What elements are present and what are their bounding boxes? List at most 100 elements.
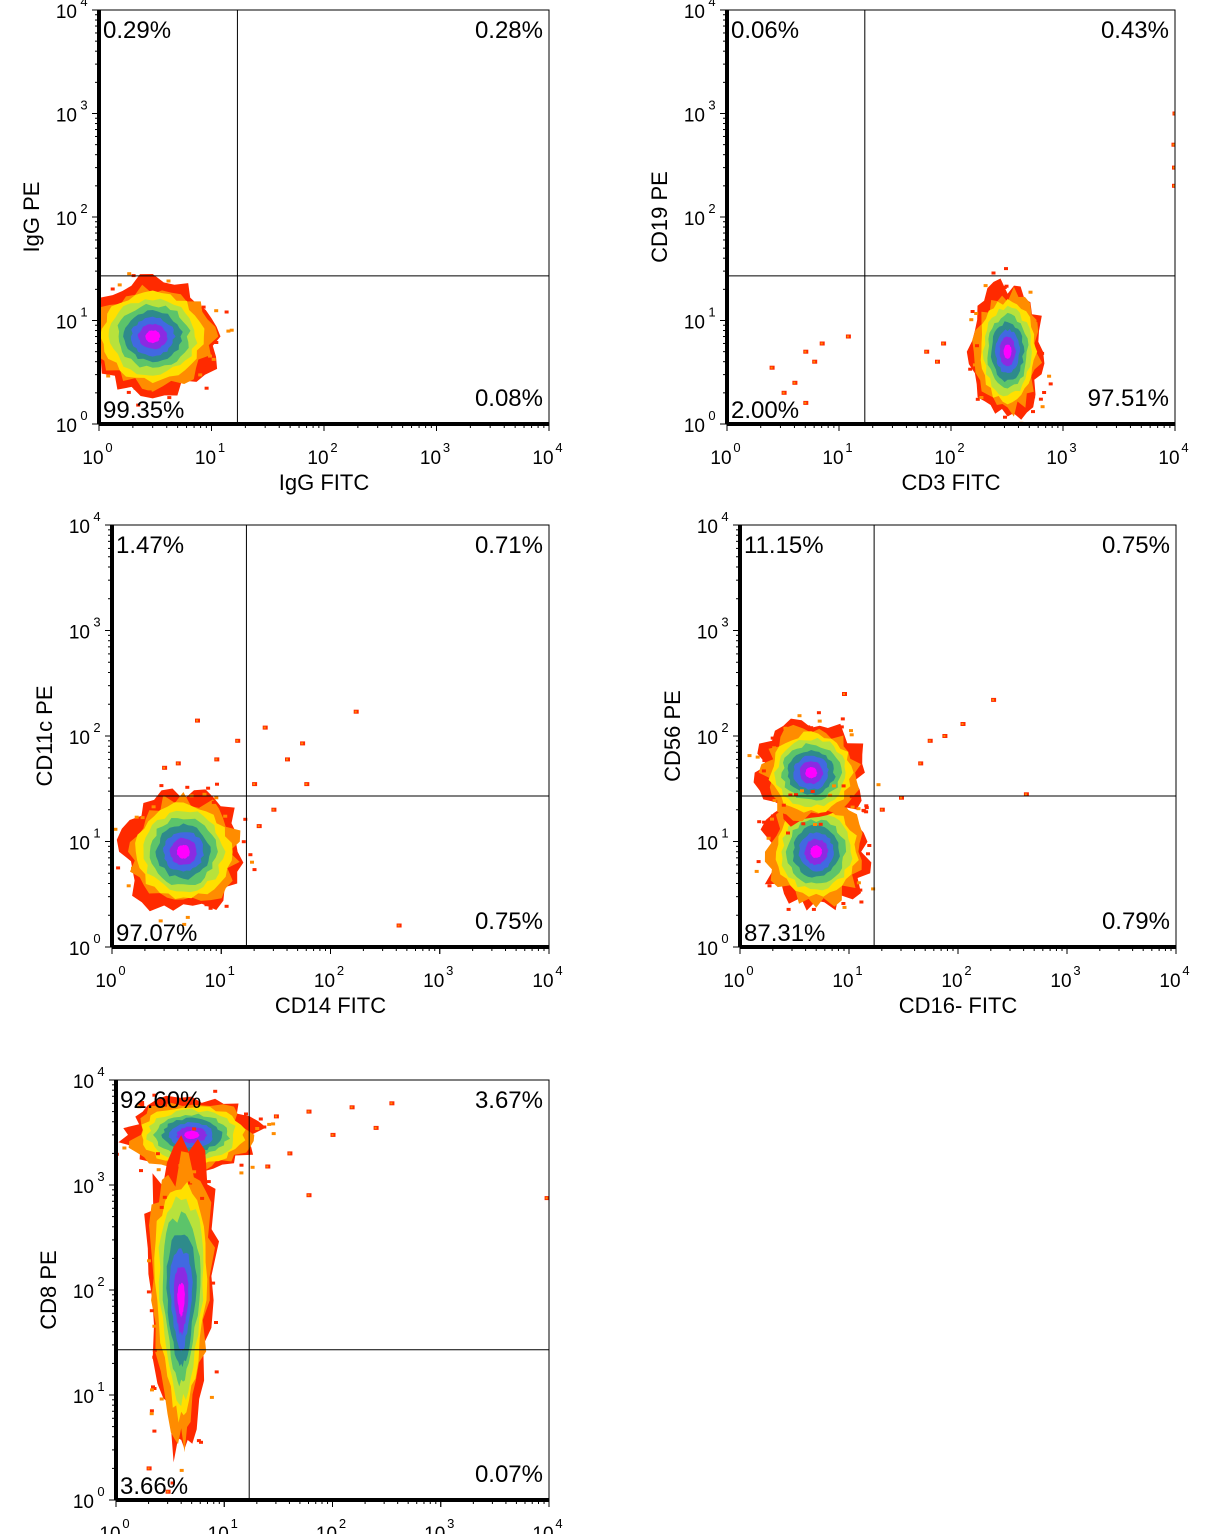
y-axis-label: IgG PE [19, 182, 44, 253]
event-dot [241, 840, 246, 844]
event-dot [970, 310, 975, 313]
event-dot [229, 328, 234, 332]
y-tick-exponent: 1 [97, 1379, 104, 1394]
event-dot [215, 758, 218, 761]
x-tick-label: 10 [532, 448, 553, 469]
y-tick-exponent: 1 [708, 305, 715, 320]
event-dot [196, 719, 198, 722]
event-dot [804, 401, 807, 404]
y-tick-exponent: 4 [721, 509, 728, 524]
event-dot [262, 1125, 267, 1129]
event-dot [811, 907, 816, 911]
density-contour [810, 845, 823, 858]
event-dot [992, 698, 995, 701]
quadrant-lower-left: 99.35% [103, 397, 184, 424]
event-dot [152, 1355, 157, 1359]
density-cloud [99, 272, 234, 407]
y-tick-exponent: 1 [721, 826, 728, 841]
event-dot [214, 1321, 218, 1324]
x-tick-label: 10 [420, 448, 441, 469]
event-dot [983, 284, 988, 288]
event-dot [250, 860, 254, 864]
event-dot [942, 342, 945, 345]
x-axis-label: IgG FITC [279, 470, 370, 495]
y-tick-exponent: 4 [708, 0, 715, 9]
x-tick-label: 10 [941, 971, 962, 992]
event-dot [856, 881, 861, 885]
event-dot [305, 783, 308, 786]
density-cloud [113, 709, 402, 928]
event-dot [232, 879, 237, 883]
density-contour [177, 1282, 185, 1318]
x-tick-exponent: 1 [218, 440, 225, 455]
x-tick-exponent: 0 [118, 963, 125, 978]
x-tick-label: 10 [99, 1524, 120, 1534]
y-axis-label: CD56 PE [660, 690, 685, 782]
plot-frame [726, 9, 1176, 425]
event-dot [843, 693, 845, 695]
event-dot [770, 814, 775, 818]
y-tick-label: 10 [697, 834, 718, 855]
x-tick-label: 10 [934, 448, 955, 469]
y-tick-label: 10 [73, 1282, 94, 1303]
event-dot [251, 1125, 256, 1129]
event-dot [128, 834, 133, 838]
event-dot [1004, 267, 1008, 271]
event-dot [151, 1385, 155, 1389]
event-dot [288, 1152, 291, 1155]
event-dot [163, 1103, 167, 1107]
event-dot [159, 1397, 164, 1401]
y-tick-exponent: 2 [97, 1274, 104, 1289]
event-dot [215, 782, 219, 786]
event-dot [1038, 397, 1043, 401]
x-tick-label: 10 [316, 1524, 337, 1534]
event-dot [126, 884, 131, 888]
event-dot [271, 1132, 276, 1136]
event-dot [975, 397, 980, 401]
event-dot [1003, 415, 1007, 419]
quadrant-lower-right: 97.51% [1088, 385, 1169, 412]
event-dot [128, 1132, 133, 1136]
y-tick-exponent: 3 [708, 98, 715, 113]
event-dot [166, 1490, 169, 1493]
event-dot [224, 310, 229, 314]
x-tick-label: 10 [314, 971, 335, 992]
x-tick-exponent: 0 [733, 440, 740, 455]
event-dot [772, 799, 777, 802]
event-dot [117, 283, 122, 287]
density-contour [184, 1130, 200, 1140]
event-dot [226, 329, 231, 333]
event-dot [979, 396, 984, 399]
event-dot [162, 1195, 167, 1199]
event-dot [176, 762, 179, 765]
event-dot [206, 1180, 211, 1184]
event-dot [196, 1439, 201, 1443]
y-tick-label: 10 [684, 106, 705, 127]
x-tick-exponent: 1 [855, 963, 862, 978]
flow-plot-5: 100101102103104100101102103104CD4 FITCCD… [36, 1064, 563, 1534]
event-dot [126, 390, 131, 394]
event-dot [832, 784, 836, 788]
event-dot [159, 784, 164, 788]
x-tick-label: 10 [532, 971, 553, 992]
event-dot [350, 1106, 353, 1109]
y-tick-label: 10 [56, 209, 77, 230]
event-dot [800, 789, 804, 793]
event-dot [1028, 290, 1033, 294]
event-dot [972, 363, 977, 367]
y-tick-label: 10 [684, 209, 705, 230]
y-tick-exponent: 0 [708, 408, 715, 423]
event-dot [274, 1115, 277, 1118]
event-dot [214, 796, 219, 800]
event-dot [152, 1218, 157, 1222]
event-dot [223, 814, 228, 818]
event-dot [1031, 395, 1036, 399]
quadrant-upper-right: 0.71% [475, 532, 543, 559]
y-tick-label: 10 [73, 1072, 94, 1093]
event-dot [208, 354, 212, 358]
y-tick-exponent: 2 [93, 720, 100, 735]
event-dot [991, 271, 996, 275]
